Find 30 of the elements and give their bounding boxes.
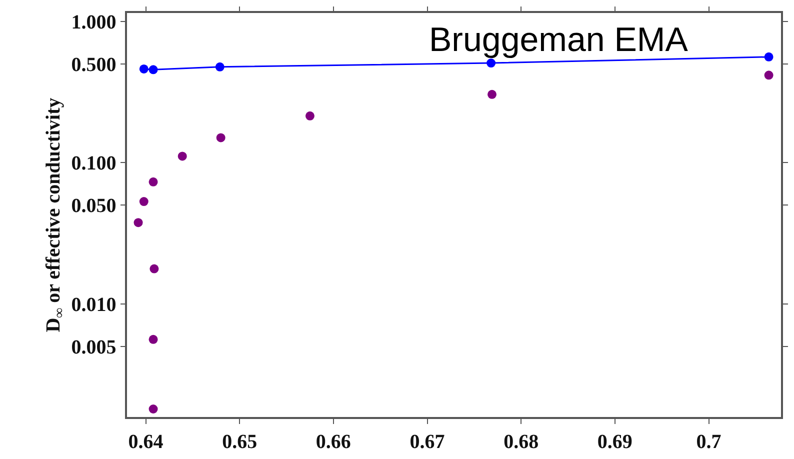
point: [134, 218, 143, 228]
point: [148, 404, 158, 414]
point: [488, 90, 496, 99]
x-tick-label: 0.7: [696, 430, 722, 453]
x-tick-label: 0.66: [316, 430, 351, 453]
x-tick-label: 0.64: [128, 430, 164, 453]
point: [305, 111, 314, 120]
y-tick-label: 0.500: [71, 54, 116, 76]
point: [150, 264, 159, 274]
y-tick-label: 0.050: [71, 195, 116, 218]
x-tick-label: 0.65: [222, 430, 258, 453]
point: [148, 177, 158, 186]
point: [215, 62, 224, 72]
point: [139, 197, 148, 206]
point: [216, 133, 226, 142]
point: [764, 52, 774, 62]
y-tick-label: 0.010: [71, 294, 116, 316]
point: [139, 64, 148, 74]
point: [148, 334, 158, 344]
x-tick-label: 0.67: [410, 430, 445, 453]
series-label: Bruggeman EMA: [429, 21, 688, 59]
x-tick-label: 0.69: [597, 430, 632, 453]
point: [486, 58, 496, 68]
y-tick-label: 0.005: [71, 336, 116, 358]
y-tick-label: 0.100: [71, 152, 116, 175]
x-tick-label: 0.68: [504, 430, 539, 453]
y-tick-label: 1.000: [71, 11, 116, 34]
point: [178, 152, 187, 161]
point: [764, 70, 774, 80]
point: [148, 65, 158, 74]
